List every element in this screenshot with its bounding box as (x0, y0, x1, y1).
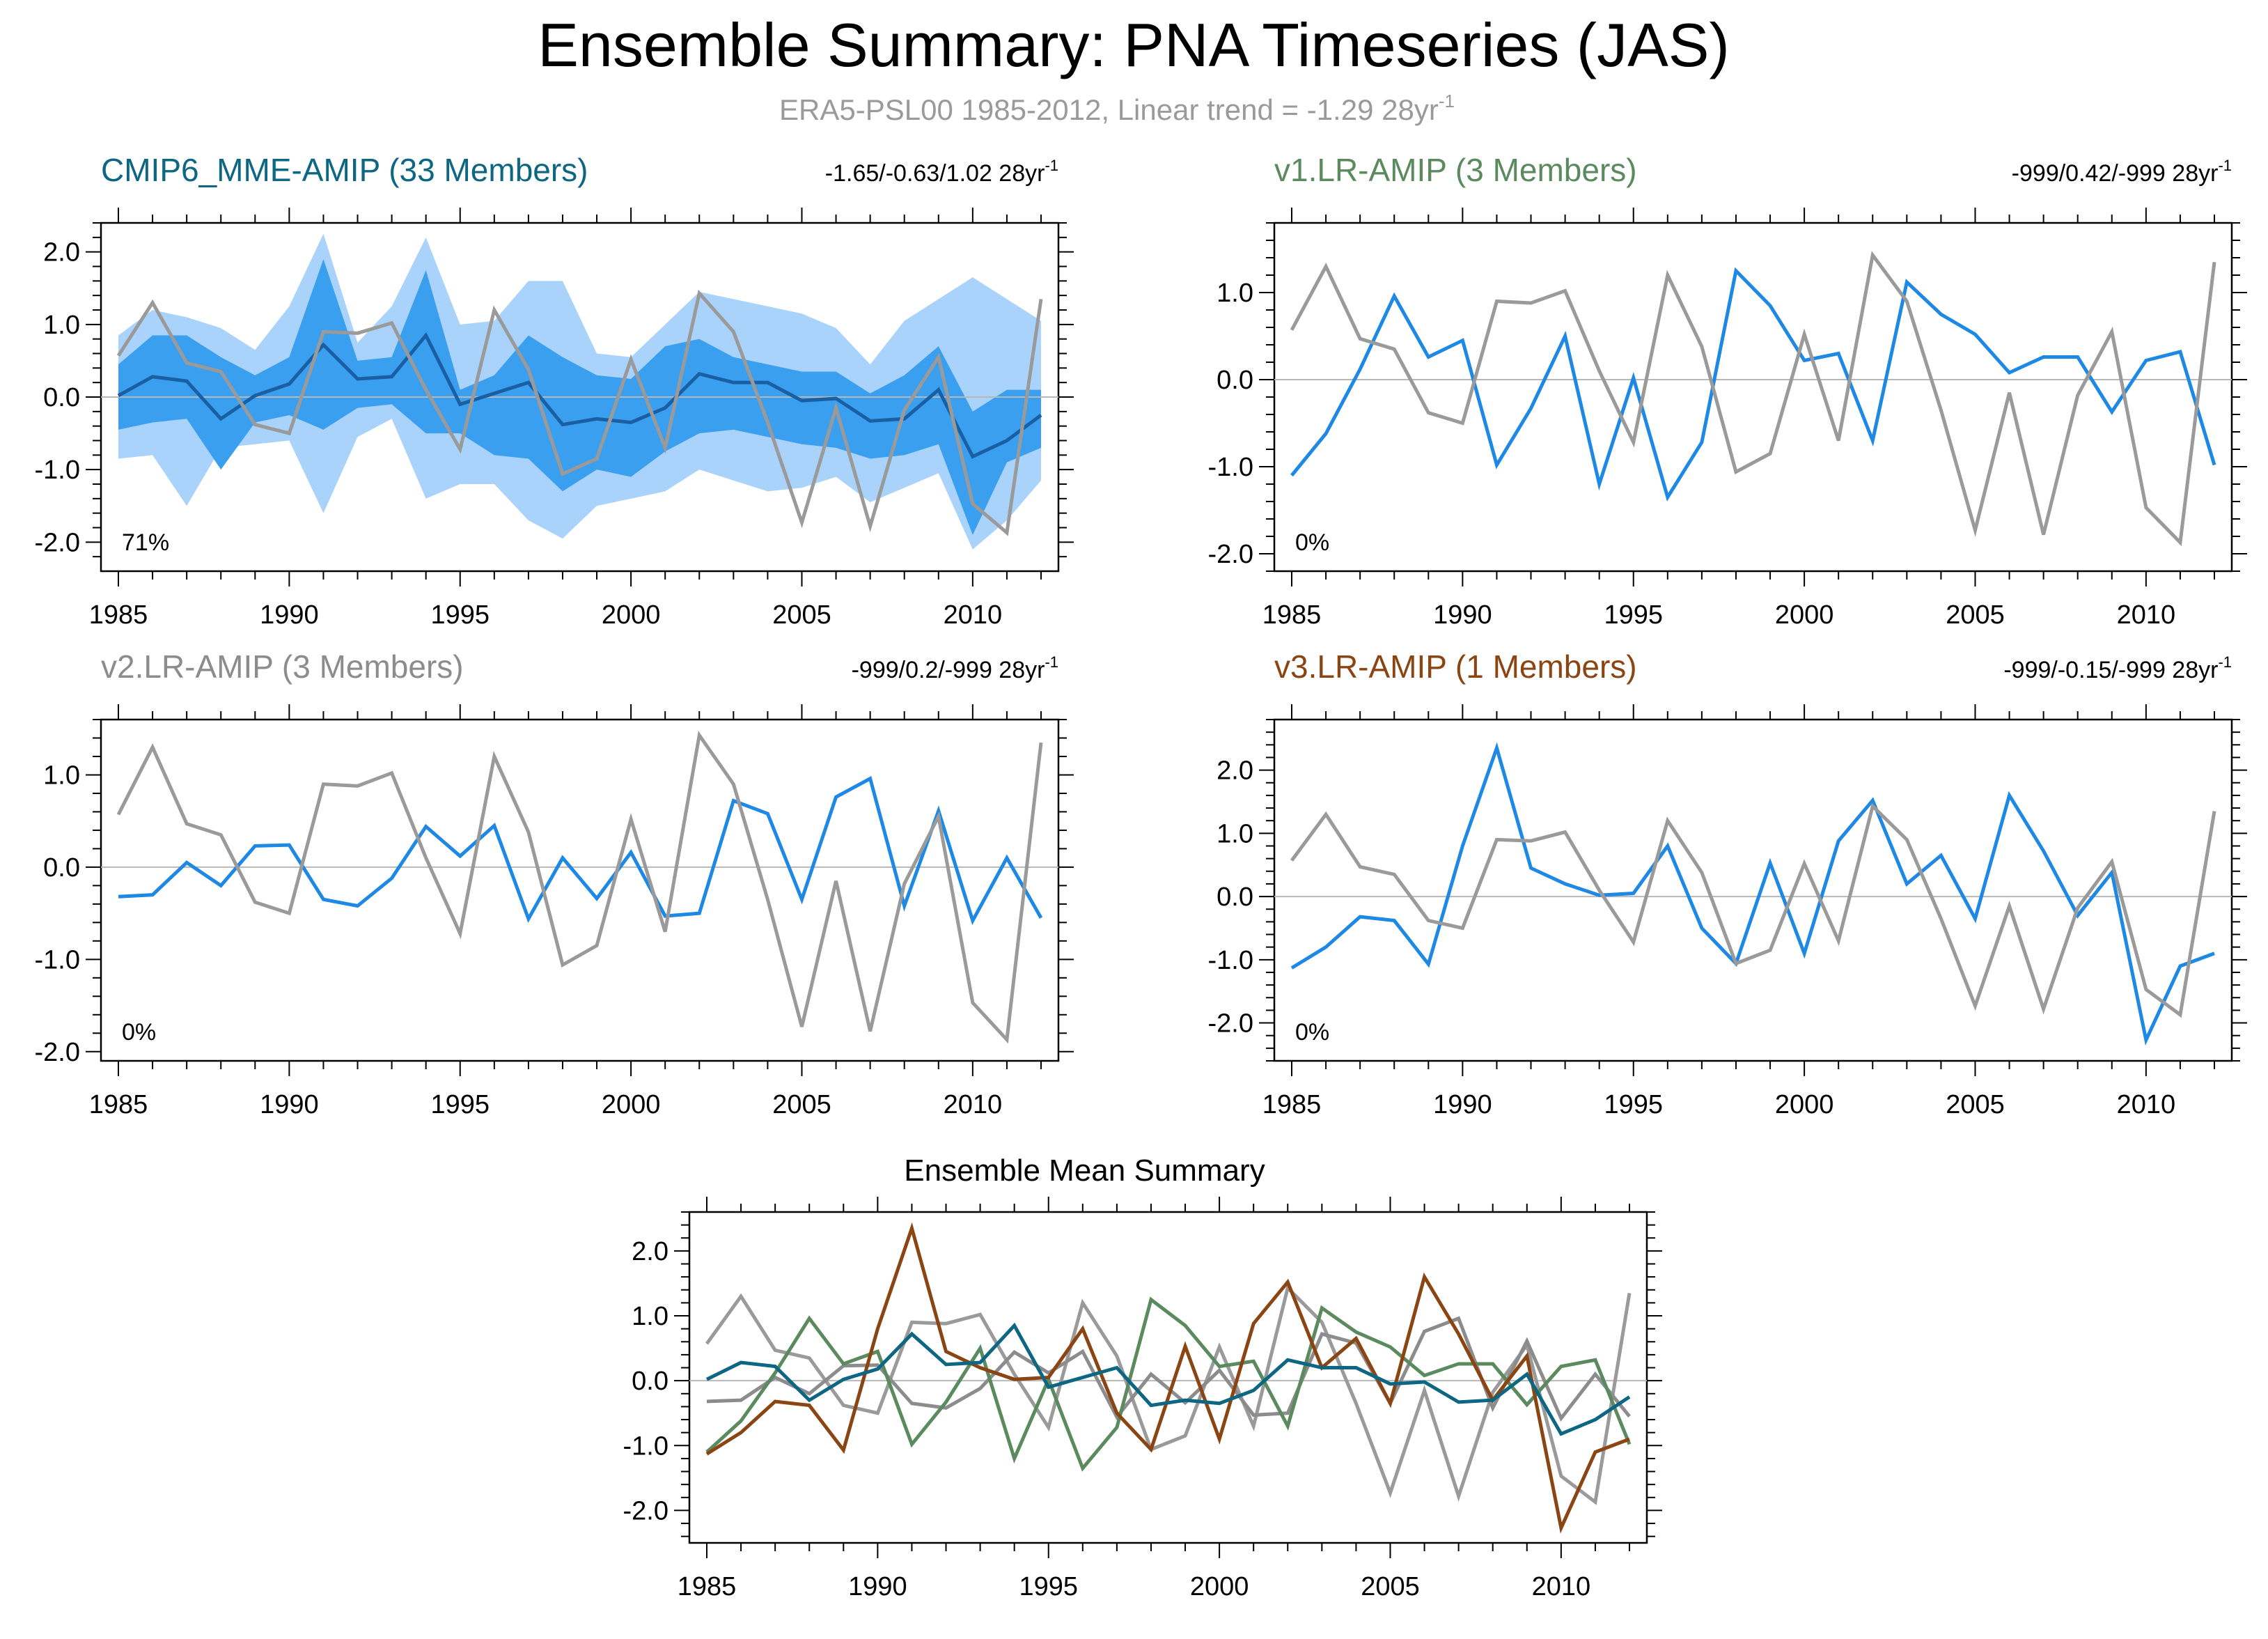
panel-trend-text: -999/0.42/-999 28yr (2012, 160, 2219, 187)
figure-title: Ensemble Summary: PNA Timeseries (JAS) (538, 10, 1730, 79)
series-line-ensemble (117, 332, 1042, 459)
x-tick-label: 1985 (1262, 1090, 1322, 1119)
y-tick-label: 2.0 (632, 1237, 668, 1266)
x-tick-label: 1995 (430, 1090, 490, 1119)
x-tick-label: 2010 (944, 1090, 1003, 1119)
panel-percent-label: 0% (122, 1019, 156, 1046)
x-tick-label: 2000 (602, 600, 661, 630)
series-line-ensemble (1290, 742, 2215, 1046)
panel-percent-label: 0% (1295, 1019, 1329, 1046)
x-tick-label: 1985 (89, 600, 148, 630)
y-tick-label: 1.0 (1217, 819, 1253, 848)
panel-summary: 1985 1990 1995 2000 2005 2010 -2.0 -1.0 0.0 1.0 2.… (623, 1153, 1662, 1601)
y-tick-label: -2.0 (1208, 540, 1253, 569)
panel-trend-sup: -1 (1045, 653, 1058, 671)
y-tick-label: -1.0 (623, 1431, 668, 1461)
series-line-observed (705, 1284, 1632, 1505)
series-line-observed (1290, 802, 2216, 1018)
x-tick-label: 2005 (1946, 600, 2005, 630)
x-tick-label: 2010 (2117, 1090, 2176, 1119)
x-tick-label: 2005 (1946, 1090, 2005, 1119)
figure-subtitle-text: ERA5-PSL00 1985-2012, Linear trend = -1.… (779, 93, 1439, 126)
plot-frame (688, 1211, 1648, 1544)
series-line-v3-lr-amip (705, 1222, 1630, 1534)
x-tick-label: 1990 (260, 600, 319, 630)
series-line-ensemble (1290, 267, 2216, 502)
y-tick-label: -2.0 (35, 1038, 80, 1067)
series-line-observed (116, 289, 1043, 536)
y-tick-label: 0.0 (632, 1367, 668, 1396)
x-tick-label: 1985 (89, 1090, 148, 1119)
y-tick-label: 0.0 (1217, 883, 1253, 912)
panel-trend-sup: -1 (2218, 157, 2232, 174)
panel-cmip6: 1985 1990 1995 2000 2005 2010 -2.0 -1.0 0.0 1.0 2.… (35, 152, 1074, 630)
panel-title: CMIP6_MME-AMIP (33 Members) (101, 152, 588, 188)
x-tick-label: 1995 (430, 600, 490, 630)
y-tick-label: 1.0 (43, 311, 80, 340)
x-tick-label: 1990 (848, 1572, 907, 1601)
y-tick-label: 1.0 (1217, 279, 1253, 308)
x-tick-label: 2005 (772, 1090, 831, 1119)
x-tick-label: 2005 (1361, 1572, 1420, 1601)
y-tick-label: 0.0 (43, 853, 80, 883)
y-tick-label: 0.0 (1217, 366, 1253, 395)
x-tick-label: 1995 (1604, 600, 1663, 630)
y-tick-label: -2.0 (1208, 1009, 1253, 1039)
x-tick-label: 2000 (1775, 1090, 1834, 1119)
series-line-ensemble (118, 776, 1043, 926)
x-tick-label: 2000 (602, 1090, 661, 1119)
figure-subtitle: ERA5-PSL00 1985-2012, Linear trend = -1.… (779, 91, 1455, 126)
panel-trend-text: -999/-0.15/-999 28yr (2003, 657, 2218, 683)
x-tick-label: 1990 (1433, 600, 1492, 630)
y-tick-label: -1.0 (1208, 453, 1253, 482)
panel-trend-sup: -1 (1045, 157, 1058, 174)
panel-trend-label: -999/-0.15/-999 28yr-1 (2003, 653, 2232, 683)
panel-trend-label: -999/0.42/-999 28yr-1 (2012, 157, 2232, 187)
x-tick-label: 2000 (1775, 600, 1834, 630)
x-tick-label: 1990 (1433, 1090, 1492, 1119)
y-tick-label: 2.0 (1217, 756, 1253, 786)
y-tick-label: -1.0 (35, 456, 80, 485)
panel-v3: 1985 1990 1995 2000 2005 2010 -2.0 -1.0 0.0 1.0 2.… (1208, 648, 2247, 1119)
panel-v2: 1985 1990 1995 2000 2005 2010 -2.0 -1.0 0.0 1.0 v2… (35, 648, 1074, 1119)
series-line-observed (116, 731, 1043, 1044)
x-tick-label: 1985 (1262, 600, 1322, 630)
x-tick-label: 2005 (772, 600, 831, 630)
x-tick-label: 1985 (678, 1572, 737, 1601)
panel-trend-text: -1.65/-0.63/1.02 28yr (825, 160, 1045, 187)
panel-trend-text: -999/0.2/-999 28yr (852, 657, 1045, 683)
series-line-observed (1290, 251, 2216, 547)
panel-title: Ensemble Mean Summary (904, 1153, 1265, 1188)
y-tick-label: 1.0 (43, 761, 80, 790)
x-tick-label: 2010 (944, 600, 1003, 630)
panel-v1: 1985 1990 1995 2000 2005 2010 -2.0 -1.0 0.0 1.0 v1… (1208, 152, 2247, 630)
panel-title: v1.LR-AMIP (3 Members) (1274, 152, 1637, 188)
x-tick-label: 1995 (1019, 1572, 1078, 1601)
y-tick-label: 1.0 (632, 1302, 668, 1331)
series-line-cmip6-mme-amip (705, 1322, 1631, 1436)
y-tick-label: 0.0 (43, 383, 80, 412)
chart-panels: 1985 1990 1995 2000 2005 2010 -2.0 -1.0 0.0 1.0 2.… (35, 152, 2247, 1601)
panel-title: v3.LR-AMIP (1 Members) (1274, 648, 1637, 685)
x-tick-label: 2010 (2117, 600, 2176, 630)
plot-frame (100, 718, 1060, 1062)
x-tick-label: 1990 (260, 1090, 319, 1119)
x-tick-label: 2010 (1532, 1572, 1591, 1601)
figure-subtitle-sup: -1 (1439, 91, 1455, 111)
panel-percent-label: 71% (122, 529, 169, 556)
y-tick-label: -2.0 (623, 1496, 668, 1525)
panel-percent-label: 0% (1295, 529, 1329, 556)
y-tick-label: -2.0 (35, 528, 80, 557)
y-tick-label: -1.0 (1208, 946, 1253, 975)
panel-trend-sup: -1 (2218, 653, 2232, 671)
y-tick-label: 2.0 (43, 238, 80, 267)
panel-trend-label: -999/0.2/-999 28yr-1 (852, 653, 1058, 683)
y-tick-label: -1.0 (35, 945, 80, 974)
x-tick-label: 1995 (1604, 1090, 1663, 1119)
panel-trend-label: -1.65/-0.63/1.02 28yr-1 (825, 157, 1058, 187)
x-tick-label: 2000 (1190, 1572, 1249, 1601)
panel-title: v2.LR-AMIP (3 Members) (101, 648, 464, 685)
plot-frame (1273, 718, 2233, 1062)
